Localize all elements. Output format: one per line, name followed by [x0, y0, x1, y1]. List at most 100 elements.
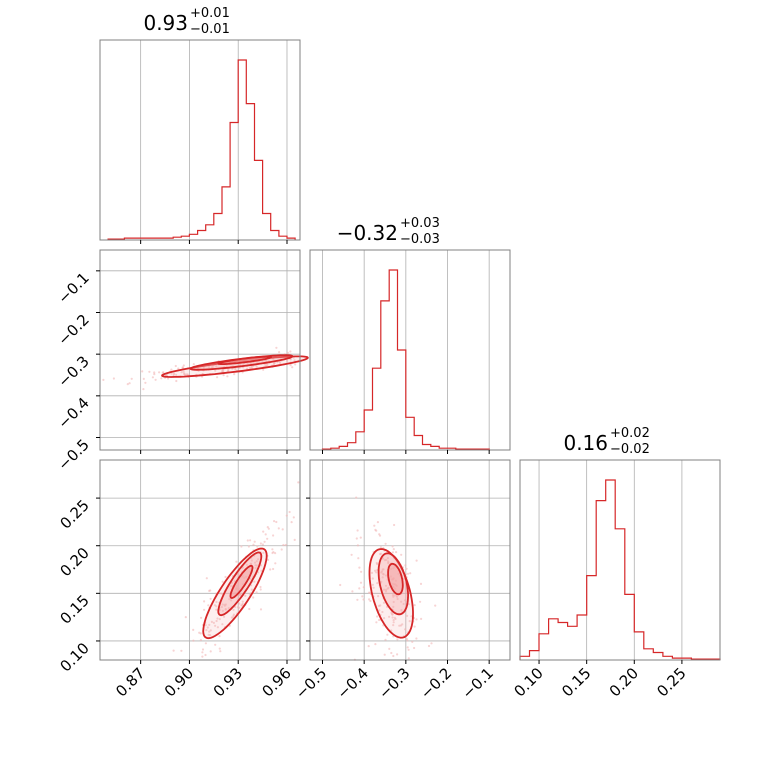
scatter-point [275, 520, 278, 524]
scatter-point [406, 572, 410, 575]
scatter-point [130, 377, 133, 380]
scatter-point [220, 592, 223, 595]
x-tick-label: 0.20 [606, 664, 642, 700]
scatter-point [392, 548, 395, 551]
scatter-point [246, 539, 249, 542]
scatter-point [207, 604, 210, 607]
scatter-point [355, 537, 358, 540]
scatter-point [201, 648, 205, 651]
scatter-point [247, 545, 250, 548]
scatter-point [388, 615, 391, 618]
scatter-point [368, 591, 371, 594]
scatter-point [390, 612, 393, 615]
scatter-point [201, 655, 204, 658]
scatter-point [201, 651, 204, 654]
scatter-point [405, 567, 408, 570]
scatter-point [144, 381, 147, 384]
scatter-point [112, 377, 115, 380]
scatter-point [359, 536, 362, 539]
scatter-point [381, 572, 385, 576]
scatter-point [216, 617, 219, 620]
scatter-point [357, 557, 360, 560]
scatter-point [377, 595, 380, 598]
scatter-point [415, 559, 418, 562]
scatter-point [215, 605, 218, 608]
scatter-point [351, 590, 354, 593]
scatter-point [384, 584, 388, 587]
scatter-point [392, 654, 395, 658]
scatter-point [396, 653, 399, 656]
scatter-point [142, 377, 145, 380]
scatter-point [374, 528, 377, 532]
scatter-point [192, 363, 195, 366]
scatter-point [208, 630, 211, 633]
scatter-point [214, 643, 217, 646]
scatter-point [227, 607, 230, 610]
scatter-point [376, 563, 379, 566]
scatter-point [235, 560, 238, 563]
scatter-point [259, 585, 262, 589]
title-minus-2: −0.02 [610, 442, 650, 457]
contour-level [229, 564, 254, 599]
scatter-point [391, 551, 394, 554]
scatter-point [391, 545, 394, 548]
scatter-point [388, 647, 391, 651]
scatter-point [376, 521, 379, 524]
scatter-point [405, 591, 408, 594]
scatter-point [214, 369, 217, 372]
scatter-point [205, 629, 208, 632]
scatter-point [255, 564, 258, 567]
scatter-point [273, 520, 276, 523]
scatter-point [297, 481, 300, 484]
x-tick-label: 0.25 [653, 664, 689, 700]
scatter-point [391, 616, 394, 619]
scatter-point [158, 371, 161, 374]
scatter-point [360, 570, 363, 573]
scatter-point [173, 372, 176, 375]
scatter-point [180, 371, 183, 374]
histogram-0 [107, 59, 296, 240]
scatter-point [339, 583, 342, 587]
scatter-point [371, 583, 374, 586]
scatter-point [255, 591, 258, 594]
scatter-point [277, 527, 280, 530]
scatter-point [395, 551, 398, 554]
x-tick-label: −0.5 [292, 664, 330, 702]
scatter-point [250, 559, 253, 562]
scatter-point [216, 376, 219, 379]
scatter-point [269, 568, 272, 571]
scatter-point [223, 615, 226, 618]
x-tick-label: 0.96 [258, 664, 294, 700]
scatter-point [392, 624, 395, 627]
scatter-point [383, 617, 386, 620]
scatter-point [427, 644, 431, 648]
scatter-point [203, 608, 206, 611]
scatter-point [419, 582, 423, 586]
scatter-point [259, 608, 263, 611]
scatter-point [374, 643, 377, 646]
scatter-point [409, 572, 412, 575]
scatter-point [393, 523, 396, 527]
scatter-point [383, 588, 386, 591]
x-tick-label: 0.10 [510, 664, 546, 700]
scatter-point [400, 553, 403, 556]
scatter-point [151, 376, 154, 379]
scatter-point [228, 598, 231, 601]
scatter-point [292, 516, 295, 519]
scatter-point [167, 377, 170, 380]
scatter-point [148, 370, 151, 373]
scatter-point [245, 563, 248, 566]
contour-level [368, 548, 414, 639]
scatter-point [256, 545, 259, 548]
scatter-point [102, 378, 105, 381]
scatter-point [236, 606, 239, 609]
scatter-point [272, 534, 275, 537]
scatter-point [379, 604, 382, 607]
scatter-point [358, 587, 361, 590]
scatter-point [208, 634, 212, 637]
hist-panel-frame [99, 39, 301, 241]
scatter-point [402, 577, 405, 581]
scatter-point [404, 599, 407, 602]
scatter-point [375, 621, 378, 624]
scatter-panel-frame [309, 459, 511, 661]
